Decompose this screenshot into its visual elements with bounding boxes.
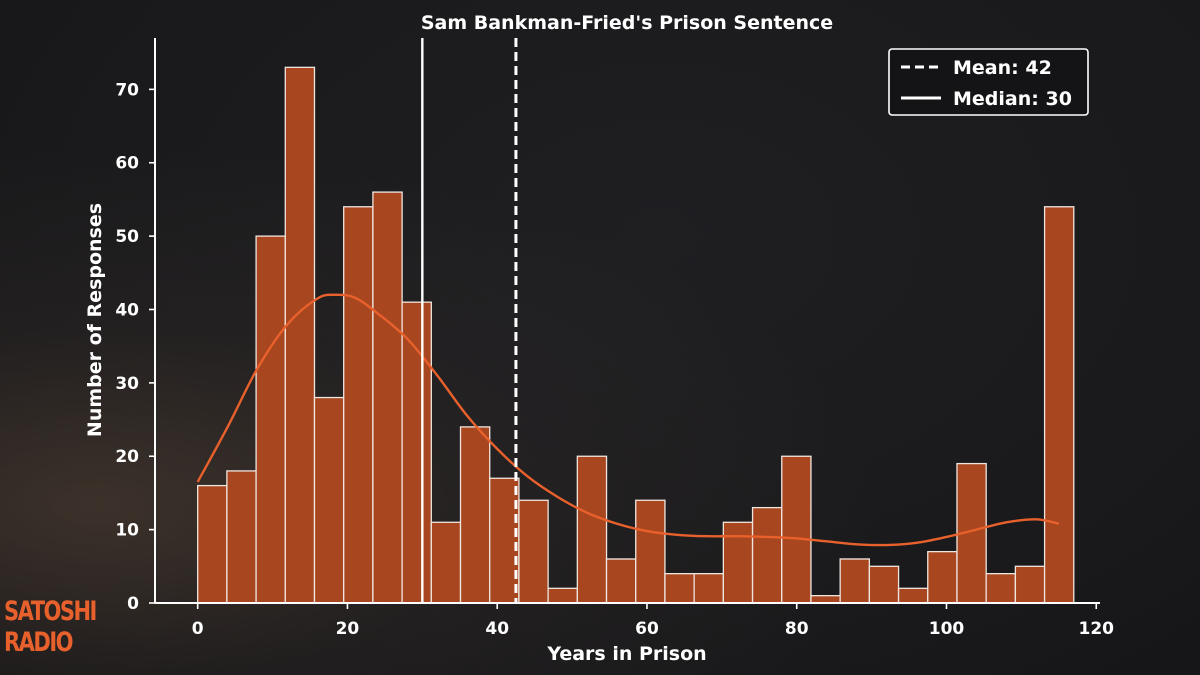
histogram-bar [255,235,286,604]
histogram-bar [985,572,1017,604]
x-tick-label: 20 [336,619,360,639]
x-tick-label: 120 [1079,619,1115,639]
histogram-bar [868,565,900,604]
reference-lines-group [421,38,518,603]
histogram-bar [197,484,228,604]
histogram-bar [810,595,841,604]
x-axis-label: Years in Prison [546,643,706,665]
histogram-bar [284,66,316,604]
histogram-bar [635,499,666,604]
y-tick-label: 0 [127,594,139,614]
histogram-bar [751,506,783,604]
histogram-bar [1043,206,1075,604]
histogram-bar [897,587,929,604]
histogram-bar [1014,565,1046,604]
y-tick-label: 70 [115,80,139,100]
histogram-bar [226,470,257,604]
histogram-bar [343,206,374,604]
histogram-bar [693,572,724,604]
histogram-bar [401,301,432,604]
x-tick-label: 40 [485,619,509,639]
bars-group [197,66,1075,604]
legend-mean-label: Mean: 42 [953,57,1052,79]
axes-group [154,38,1100,604]
kde-curve-group [196,293,1060,547]
x-tick-label: 0 [192,619,204,639]
logo-line-1: SATOSHI [4,596,97,627]
histogram-bar [459,426,491,604]
histogram-bar [313,396,345,604]
y-tick-label: 30 [115,374,139,394]
chart-title: Sam Bankman-Fried's Prison Sentence [421,12,833,34]
x-tick-label: 80 [785,619,809,639]
histogram-bar [605,558,637,604]
histogram-bar [927,550,958,604]
y-tick-label: 50 [115,227,139,247]
histogram-bar [576,455,608,604]
histogram-bar [664,572,695,604]
histogram-bar [547,587,578,604]
legend-median-label: Median: 30 [953,88,1072,110]
y-axis-label: Number of Responses [84,203,106,437]
histogram-bar [722,521,754,604]
y-tick-label: 20 [115,447,139,467]
histogram-bar [372,191,403,604]
ticks-group: 0 20 40 60 80 100 120 0 10 20 30 40 50 60 70 [115,80,1114,639]
satoshi-radio-logo: SATOSHI RADIO [4,596,97,658]
legend: Mean: 42 Median: 30 [888,48,1089,116]
histogram-bar [518,499,549,604]
histogram-bar [839,558,871,604]
histogram-bar [781,455,812,604]
logo-line-2: RADIO [4,627,74,658]
x-tick-label: 60 [635,619,659,639]
y-tick-label: 60 [115,154,139,174]
y-tick-label: 40 [115,300,139,320]
x-tick-label: 100 [929,619,965,639]
histogram-bar [430,521,462,604]
y-tick-label: 10 [115,521,139,541]
histogram-bar [489,477,520,604]
kde-curve [196,293,1060,547]
